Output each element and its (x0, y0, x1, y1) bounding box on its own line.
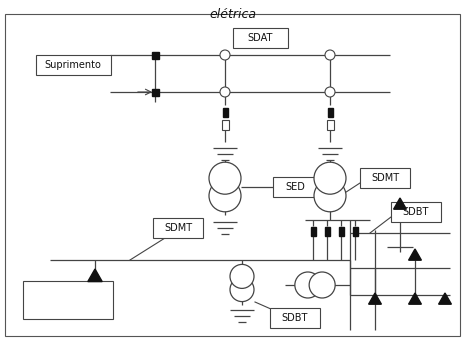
Text: SDMT: SDMT (55, 302, 81, 311)
Polygon shape (394, 198, 406, 209)
Text: SDBT: SDBT (282, 313, 308, 323)
Circle shape (309, 272, 335, 298)
FancyBboxPatch shape (153, 218, 203, 238)
FancyBboxPatch shape (233, 28, 288, 48)
Circle shape (314, 162, 346, 194)
Text: SED: SED (285, 182, 305, 192)
Bar (222, 107, 227, 117)
Bar (324, 226, 329, 236)
Circle shape (230, 264, 254, 288)
Polygon shape (369, 293, 381, 304)
Bar (310, 226, 315, 236)
Circle shape (314, 180, 346, 212)
Text: Suprimento: Suprimento (45, 60, 102, 70)
Polygon shape (439, 293, 452, 304)
Bar (151, 51, 158, 59)
Text: SDBT: SDBT (403, 207, 429, 217)
Polygon shape (409, 293, 421, 304)
Bar (327, 120, 334, 130)
Circle shape (209, 180, 241, 212)
FancyBboxPatch shape (391, 202, 441, 222)
Circle shape (220, 87, 230, 97)
FancyBboxPatch shape (273, 177, 317, 197)
FancyBboxPatch shape (35, 55, 110, 75)
Polygon shape (88, 269, 102, 282)
Bar (328, 107, 333, 117)
Circle shape (325, 87, 335, 97)
FancyBboxPatch shape (23, 281, 113, 319)
Text: SDMT: SDMT (371, 173, 399, 183)
Bar (352, 226, 357, 236)
Bar (221, 120, 228, 130)
Bar (338, 226, 343, 236)
FancyBboxPatch shape (360, 168, 410, 188)
Circle shape (325, 50, 335, 60)
Polygon shape (409, 249, 421, 260)
Circle shape (220, 50, 230, 60)
Text: elétrica: elétrica (210, 8, 256, 21)
Circle shape (295, 272, 321, 298)
Text: SDAT: SDAT (247, 33, 273, 43)
Circle shape (209, 162, 241, 194)
Text: SDMT: SDMT (164, 223, 192, 233)
Bar (151, 89, 158, 95)
FancyBboxPatch shape (270, 308, 320, 328)
Circle shape (230, 278, 254, 301)
Text: Cliente atendido: Cliente atendido (30, 286, 106, 296)
